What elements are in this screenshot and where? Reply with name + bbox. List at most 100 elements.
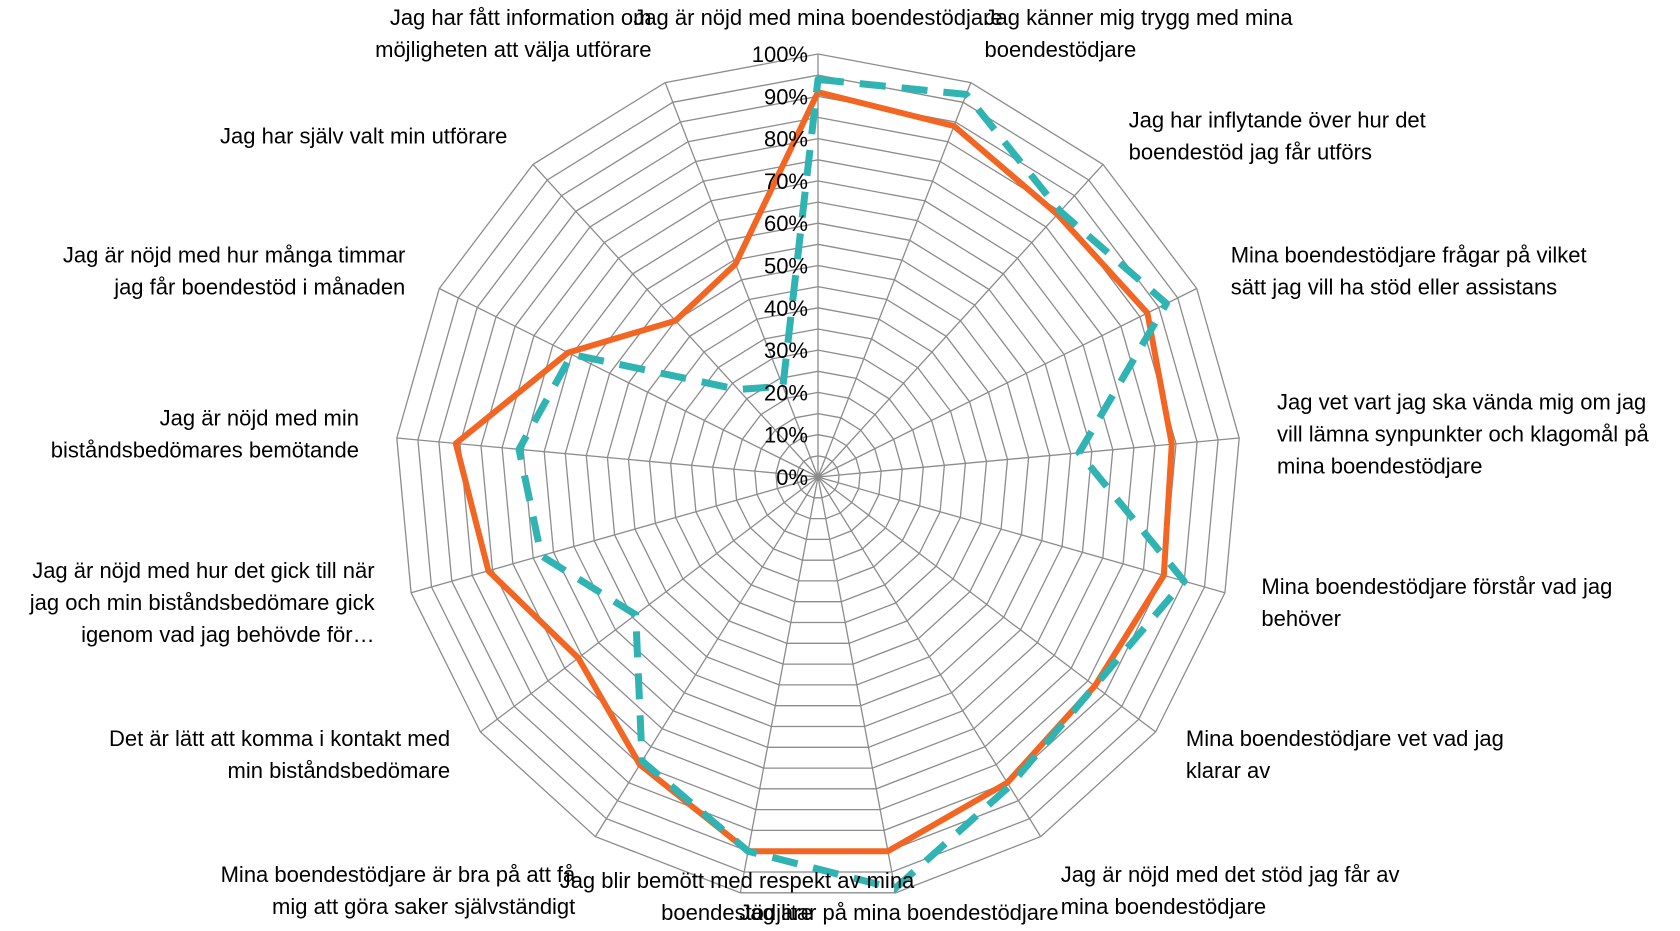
category-label: Jag har fått information om möjligheten a… — [375, 5, 651, 62]
r-tick-label: 80% — [764, 127, 808, 152]
category-label: Jag är nöjd med mina boendestödjare — [633, 5, 1002, 30]
category-label-line: Jag blir bemött med respekt av mina — [560, 868, 915, 893]
category-label-line: mina boendestödjare — [1277, 454, 1482, 479]
r-tick-label: 0% — [776, 465, 808, 490]
category-label-line: Mina boendestödjare förstår vad jag — [1261, 574, 1612, 599]
grid-ring — [669, 328, 967, 624]
axis-spoke — [410, 476, 819, 594]
grid-ring — [627, 285, 1009, 665]
grid-ring — [543, 201, 1093, 748]
grid-ring — [501, 159, 1135, 790]
grid-ring — [522, 180, 1114, 769]
axis-spoke — [480, 476, 819, 733]
category-label-line: Jag är nöjd med hur många timmar — [63, 243, 405, 268]
grid-ring — [564, 222, 1072, 728]
grid-ring — [585, 243, 1051, 707]
r-tick-label: 100% — [752, 42, 808, 67]
category-label-line: klarar av — [1186, 758, 1270, 783]
category-label-line: Jag litar på mina boendestödjare — [739, 900, 1058, 925]
category-label-line: Jag är nöjd med hur det gick till när — [32, 558, 374, 583]
category-label-line: Jag har fått information om — [390, 5, 652, 30]
category-label-line: boendestödjare — [661, 900, 813, 925]
series-line-1 — [452, 89, 1175, 855]
axis-spoke — [817, 476, 897, 893]
category-label: Det är lätt att komma i kontakt med min b… — [109, 726, 450, 783]
grid-ring — [648, 307, 988, 644]
category-label-line: sätt jag vill ha stöd eller assistans — [1231, 275, 1558, 300]
category-label-line: biståndsbedömares bemötande — [51, 438, 359, 463]
category-label-line: boendestödjare — [985, 37, 1137, 62]
category-label-line: Jag är nöjd med min — [160, 406, 359, 431]
axis-spoke — [739, 476, 819, 893]
category-label-line: mina boendestödjare — [1061, 894, 1266, 919]
category-label-line: jag får boendestöd i månaden — [113, 275, 405, 300]
category-label: Mina boendestödjare frågar på vilket sätt… — [1231, 243, 1587, 300]
r-tick-label: 20% — [764, 380, 808, 405]
r-tick-label: 50% — [764, 254, 808, 279]
axis-spoke — [439, 287, 819, 478]
grid-ring — [480, 137, 1156, 811]
category-label-line: Mina boendestödjare är bra på att få — [221, 862, 576, 887]
category-label: Jag är nöjd med det stöd jag får av mina … — [1061, 862, 1400, 919]
r-tick-label: 90% — [764, 84, 808, 109]
category-label: Jag blir bemött med respekt av mina boend… — [560, 868, 915, 925]
category-label-line: igenom vad jag behövde för… — [81, 622, 375, 647]
axis-spoke — [817, 476, 1226, 594]
category-label-line: Det är lätt att komma i kontakt med — [109, 726, 450, 751]
series-line-2 — [515, 75, 1188, 893]
category-label-line: vill lämna synpunkter och klagomål på — [1277, 422, 1650, 447]
radar-grid — [396, 53, 1240, 894]
category-label: Mina boendestödjare förstår vad jag behöv… — [1261, 574, 1612, 631]
grid-ring — [733, 391, 903, 561]
category-label: Jag känner mig trygg med mina boendestödj… — [985, 5, 1294, 62]
radar-series — [452, 75, 1188, 893]
r-tick-label: 10% — [764, 423, 808, 448]
grid-ring — [606, 264, 1030, 686]
category-label-line: jag och min biståndsbedömare gick — [29, 590, 376, 615]
grid-ring — [796, 455, 840, 499]
category-label: Jag är nöjd med hur många timmar jag får … — [63, 243, 405, 300]
radial-tick-labels: 0% 10% 20% 30% 40% 50% 60% 70% 80% 90% 100% — [752, 42, 808, 490]
axis-spoke — [664, 82, 819, 478]
category-label: Jag har själv valt min utförare — [220, 123, 507, 148]
r-tick-label: 60% — [764, 211, 808, 236]
axis-spoke — [594, 476, 819, 837]
category-label-line: Jag vet vart jag ska vända mig om jag — [1277, 390, 1646, 415]
category-label-line: Mina boendestödjare frågar på vilket — [1231, 243, 1587, 268]
grid-ring — [775, 434, 861, 520]
axis-spoke — [396, 437, 819, 478]
category-label-line: Jag har själv valt min utförare — [220, 123, 507, 148]
r-tick-label: 40% — [764, 296, 808, 321]
category-label-line: min biståndsbedömare — [228, 758, 451, 783]
category-label-line: behöver — [1261, 606, 1341, 631]
axis-spoke — [817, 437, 1240, 478]
r-tick-label: 30% — [764, 338, 808, 363]
grid-ring — [754, 412, 882, 541]
category-label-line: Jag känner mig trygg med mina — [985, 5, 1294, 30]
category-label-line: möjligheten att välja utförare — [375, 37, 651, 62]
category-label-line: mig att göra saker självständigt — [272, 894, 575, 919]
category-label: Jag är nöjd med min biståndsbedömares bem… — [51, 406, 359, 463]
category-label-line: Jag är nöjd med det stöd jag får av — [1061, 862, 1400, 887]
axis-spoke — [817, 82, 972, 478]
category-label: Mina boendestödjare är bra på att få mig … — [221, 862, 576, 919]
r-tick-label: 70% — [764, 169, 808, 194]
axis-spoke — [817, 476, 1156, 733]
grid-ring — [396, 53, 1240, 894]
grid-ring — [690, 349, 946, 603]
grid-ring — [459, 116, 1177, 832]
grid-ring — [712, 370, 924, 582]
category-label-line: boendestöd jag får utförs — [1129, 139, 1372, 164]
category-label: Jag vet vart jag ska vända mig om jag vil… — [1277, 390, 1650, 479]
category-label: Mina boendestödjare vet vad jag klarar av — [1186, 726, 1504, 783]
category-label: Jag har inflytande över hur det boendestö… — [1129, 107, 1426, 164]
category-label: Jag litar på mina boendestödjare — [739, 900, 1058, 925]
category-label: Jag är nöjd med hur det gick till när jag… — [29, 558, 376, 647]
category-label-line: Jag är nöjd med mina boendestödjare — [633, 5, 1002, 30]
category-label-line: Mina boendestödjare vet vad jag — [1186, 726, 1504, 751]
axis-spoke — [817, 287, 1197, 478]
category-label-line: Jag har inflytande över hur det — [1129, 107, 1426, 132]
